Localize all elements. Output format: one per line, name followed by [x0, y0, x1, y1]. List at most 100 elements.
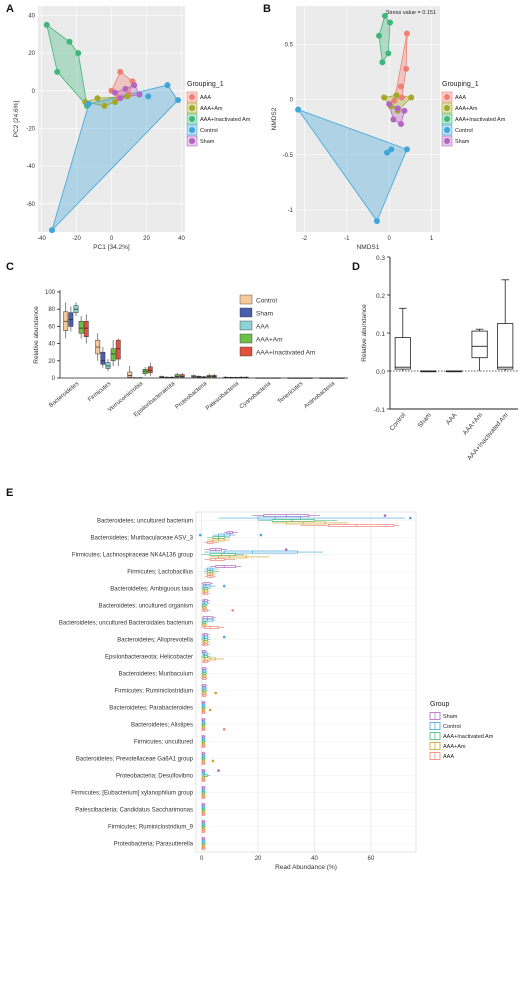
panel-c-phylum-boxplot: 0 20 40 60 80 100 Relative abundance Bacteroide…	[33, 290, 348, 419]
data-point	[145, 93, 152, 100]
y-tick-label: -60	[26, 202, 35, 208]
data-point	[403, 65, 410, 72]
data-point	[85, 100, 92, 107]
data-point	[398, 83, 405, 90]
legend-label-0: AAA	[200, 95, 211, 101]
box-body	[202, 655, 208, 658]
y-tick-label: 40	[48, 342, 55, 348]
category-label: Bacteroidetes; Ambiguous taxa	[110, 587, 193, 593]
box-body	[179, 374, 185, 378]
data-point	[43, 21, 50, 28]
y-axis-label: PC2 [24.6%]	[13, 101, 20, 138]
category-label: Patescibacteria; Candidatus Saccharimona…	[75, 808, 193, 814]
outlier-point	[259, 533, 263, 537]
legend-key-1	[239, 307, 253, 318]
legend-marker-4	[189, 138, 195, 144]
legend-marker-0	[444, 94, 450, 100]
y-tick-label: 0	[52, 376, 56, 382]
category-label: Bacteroidetes; Parabacteroides	[109, 706, 193, 712]
box-body	[202, 587, 208, 590]
x-tick-label: Tenericutes	[277, 381, 304, 405]
category-label: Proteobacteria; Parasutterella	[114, 842, 194, 848]
x-tick-label: 0	[200, 856, 204, 862]
data-point	[164, 82, 171, 89]
box-body	[100, 351, 106, 365]
plot-background	[296, 6, 440, 232]
outlier-point	[383, 514, 387, 517]
box-body	[202, 638, 208, 641]
y-tick-label: 0.3	[376, 255, 385, 262]
category-label: Proteobacteria; Desulfovibrio	[116, 774, 194, 780]
outlier-point	[217, 769, 220, 772]
x-tick-label: Control	[388, 411, 407, 432]
data-point	[94, 95, 101, 102]
data-point	[390, 116, 397, 123]
data-point	[398, 94, 405, 101]
legend-key-4	[239, 346, 253, 357]
data-point	[117, 68, 124, 75]
y-tick-label: 0.5	[285, 43, 294, 49]
box-body	[115, 339, 121, 360]
x-axis-label: NMDS1	[357, 244, 380, 251]
box-body	[209, 553, 236, 556]
legend-key-3	[239, 333, 253, 344]
category-label: Bacteroidetes; uncultured Bacteroidales …	[59, 621, 193, 627]
box-body	[202, 582, 211, 585]
outlier-point	[284, 548, 288, 551]
data-point	[54, 68, 61, 75]
box-body	[204, 626, 219, 629]
legend-label-1: AAA+Am	[455, 106, 478, 112]
legend-label-3: AAA+Am	[443, 744, 466, 750]
data-point	[117, 95, 124, 102]
category-label: Bacteroidetes; Alloprevotella	[117, 638, 193, 644]
x-tick-label: AAA	[445, 411, 459, 426]
legend-title: Group	[430, 701, 450, 708]
box-body	[83, 320, 89, 337]
legend-label-2: AAA+Inactivated Am	[200, 117, 251, 123]
x-tick-label: 20	[143, 236, 150, 242]
x-tick-label: Actinobacteria	[303, 381, 336, 410]
data-point	[403, 146, 410, 153]
panel-label-b: B	[263, 3, 271, 15]
legend-label-0: AAA	[455, 95, 466, 101]
data-point	[387, 19, 394, 26]
box-body	[202, 640, 208, 644]
legend-marker-2	[444, 116, 450, 122]
y-axis-label: Relative abundance	[33, 306, 40, 364]
legend-marker-4	[444, 138, 450, 144]
y-tick-label: -0.1	[374, 407, 386, 414]
legend-key-2	[239, 320, 253, 331]
panel-e-genus-boxplot: 0 20 40 60 Read Abundance (%) Bacteroidetes; …	[59, 511, 494, 871]
data-point	[386, 101, 393, 108]
data-point	[379, 59, 386, 66]
box-body	[202, 633, 208, 636]
legend-label-1: Sham	[256, 311, 273, 318]
legend-label-4: Sham	[455, 139, 470, 145]
data-point	[101, 102, 108, 109]
box-body	[202, 774, 208, 777]
y-tick-label: 0.1	[376, 331, 385, 338]
data-point	[401, 107, 408, 114]
box-body	[218, 555, 248, 559]
category-label: Firmicutes; uncultured	[134, 740, 193, 746]
legend-label-2: AAA+Inactivated Am	[443, 734, 494, 740]
box-body	[127, 371, 133, 378]
y-tick-label: -40	[26, 164, 35, 170]
data-point	[49, 227, 55, 234]
data-point	[112, 89, 118, 96]
box-body	[271, 519, 315, 522]
x-tick-label: 40	[311, 856, 318, 862]
legend-marker-0	[189, 94, 195, 100]
data-point	[136, 91, 143, 98]
data-point	[385, 50, 392, 57]
y-tick-label: 0	[32, 89, 36, 95]
x-tick-label: -40	[37, 236, 46, 242]
y-tick-label: 0.0	[376, 369, 385, 376]
box-body	[78, 320, 84, 334]
y-tick-label: 100	[45, 290, 56, 296]
x-tick-label: 0	[110, 236, 114, 242]
box-body	[202, 609, 208, 612]
box-body	[202, 643, 208, 646]
box-body	[202, 592, 208, 595]
category-label: Bacteroidetes; Alistipes	[131, 723, 193, 729]
